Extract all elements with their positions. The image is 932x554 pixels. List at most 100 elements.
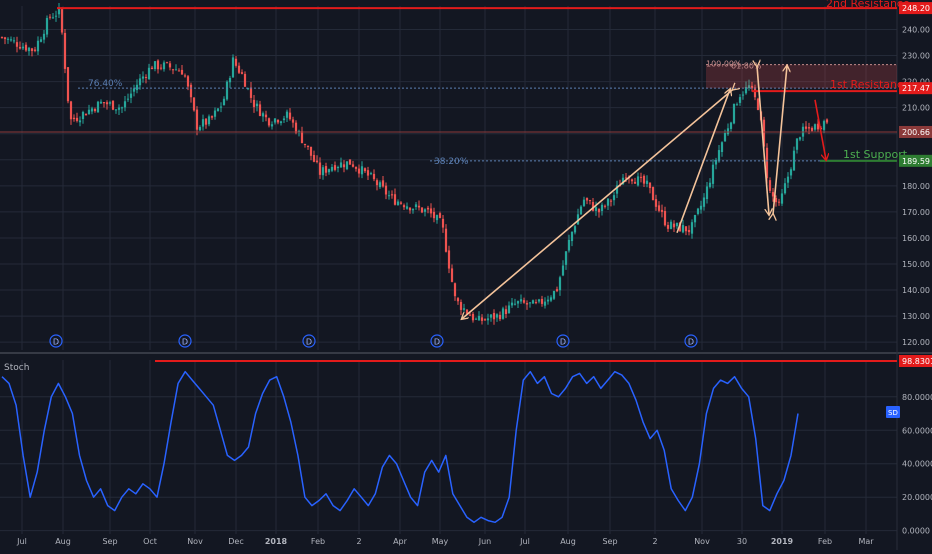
candle-body[interactable] bbox=[708, 182, 712, 187]
candle-body[interactable] bbox=[294, 122, 298, 133]
candle-body[interactable] bbox=[180, 69, 184, 75]
candle-body[interactable] bbox=[534, 302, 538, 304]
candle-body[interactable] bbox=[249, 87, 253, 98]
dividend-marker[interactable] bbox=[684, 334, 698, 348]
candle-body[interactable] bbox=[384, 185, 388, 195]
candle-body[interactable] bbox=[594, 207, 598, 211]
candle-body[interactable] bbox=[120, 107, 124, 109]
candle-body[interactable] bbox=[510, 302, 514, 306]
candle-body[interactable] bbox=[96, 101, 100, 113]
candle-body[interactable] bbox=[339, 162, 343, 168]
candle-body[interactable] bbox=[81, 112, 85, 119]
dividend-marker[interactable] bbox=[430, 334, 444, 348]
candle-body[interactable] bbox=[477, 315, 481, 321]
candle-body[interactable] bbox=[99, 101, 103, 104]
candle-body[interactable] bbox=[66, 67, 70, 102]
candle-body[interactable] bbox=[204, 118, 208, 125]
candle-body[interactable] bbox=[735, 104, 739, 106]
candle-body[interactable] bbox=[270, 124, 274, 127]
stoch-line[interactable] bbox=[1, 370, 799, 524]
candle-body[interactable] bbox=[729, 122, 733, 129]
candle-body[interactable] bbox=[108, 102, 112, 104]
candle-body[interactable] bbox=[660, 209, 664, 212]
candle-body[interactable] bbox=[747, 85, 751, 89]
candle-body[interactable] bbox=[417, 205, 421, 208]
candle-body[interactable] bbox=[318, 162, 322, 175]
candle-body[interactable] bbox=[609, 200, 613, 202]
candle-body[interactable] bbox=[480, 317, 484, 321]
candle-body[interactable] bbox=[36, 40, 40, 52]
candle-body[interactable] bbox=[102, 102, 106, 104]
candle-body[interactable] bbox=[63, 32, 67, 69]
candle-body[interactable] bbox=[78, 120, 82, 123]
candle-body[interactable] bbox=[753, 87, 757, 98]
candle-body[interactable] bbox=[393, 194, 397, 205]
candle-body[interactable] bbox=[207, 116, 211, 125]
candle-body[interactable] bbox=[516, 301, 520, 304]
candle-body[interactable] bbox=[147, 67, 151, 80]
candle-body[interactable] bbox=[282, 118, 286, 121]
candle-body[interactable] bbox=[582, 199, 586, 206]
candle-body[interactable] bbox=[324, 166, 328, 173]
candle-body[interactable] bbox=[810, 127, 814, 131]
candle-body[interactable] bbox=[342, 164, 346, 168]
candle-body[interactable] bbox=[504, 309, 508, 315]
candle-body[interactable] bbox=[330, 167, 334, 171]
candle-body[interactable] bbox=[795, 138, 799, 150]
candle-body[interactable] bbox=[558, 277, 562, 291]
candle-body[interactable] bbox=[141, 76, 145, 79]
candle-body[interactable] bbox=[312, 155, 316, 162]
candle-body[interactable] bbox=[162, 62, 166, 70]
candle-body[interactable] bbox=[501, 308, 505, 319]
candle-body[interactable] bbox=[684, 226, 688, 232]
candle-body[interactable] bbox=[444, 228, 448, 252]
candle-body[interactable] bbox=[672, 223, 676, 228]
candle-body[interactable] bbox=[783, 183, 787, 194]
candle-body[interactable] bbox=[138, 78, 142, 86]
candle-body[interactable] bbox=[264, 114, 268, 118]
candle-body[interactable] bbox=[663, 210, 667, 226]
dividend-marker[interactable] bbox=[178, 334, 192, 348]
candle-body[interactable] bbox=[165, 62, 169, 64]
candle-body[interactable] bbox=[606, 198, 610, 206]
candle-body[interactable] bbox=[168, 63, 172, 68]
candle-body[interactable] bbox=[90, 108, 94, 112]
candle-body[interactable] bbox=[12, 40, 16, 42]
candle-body[interactable] bbox=[327, 169, 331, 173]
candle-body[interactable] bbox=[555, 289, 559, 292]
candle-body[interactable] bbox=[507, 305, 511, 314]
candle-body[interactable] bbox=[201, 119, 205, 127]
candle-body[interactable] bbox=[273, 118, 277, 123]
candle-body[interactable] bbox=[657, 205, 661, 211]
candle-body[interactable] bbox=[126, 98, 130, 100]
candle-body[interactable] bbox=[438, 213, 442, 218]
candle-body[interactable] bbox=[387, 195, 391, 197]
candle-body[interactable] bbox=[450, 268, 454, 282]
candle-body[interactable] bbox=[369, 173, 373, 175]
candle-body[interactable] bbox=[696, 208, 700, 214]
candle-body[interactable] bbox=[564, 251, 568, 265]
candle-body[interactable] bbox=[156, 60, 160, 70]
candle-body[interactable] bbox=[513, 303, 517, 305]
candle-body[interactable] bbox=[546, 299, 550, 302]
candle-body[interactable] bbox=[15, 42, 19, 47]
candle-body[interactable] bbox=[195, 109, 199, 130]
candle-body[interactable] bbox=[519, 299, 523, 302]
candle-body[interactable] bbox=[738, 97, 742, 103]
candle-body[interactable] bbox=[453, 283, 457, 297]
candle-body[interactable] bbox=[495, 314, 499, 318]
candle-body[interactable] bbox=[549, 297, 553, 301]
candle-body[interactable] bbox=[111, 100, 115, 110]
candle-body[interactable] bbox=[789, 169, 793, 176]
candle-body[interactable] bbox=[54, 15, 58, 17]
candle-body[interactable] bbox=[150, 67, 154, 70]
candle-body[interactable] bbox=[132, 88, 136, 92]
candle-body[interactable] bbox=[486, 318, 490, 321]
dividend-marker[interactable] bbox=[302, 334, 316, 348]
candle-body[interactable] bbox=[174, 69, 178, 71]
candle-body[interactable] bbox=[30, 48, 34, 52]
candle-body[interactable] bbox=[252, 99, 256, 108]
candle-body[interactable] bbox=[726, 128, 730, 135]
candle-body[interactable] bbox=[681, 225, 685, 233]
candle-body[interactable] bbox=[699, 205, 703, 210]
